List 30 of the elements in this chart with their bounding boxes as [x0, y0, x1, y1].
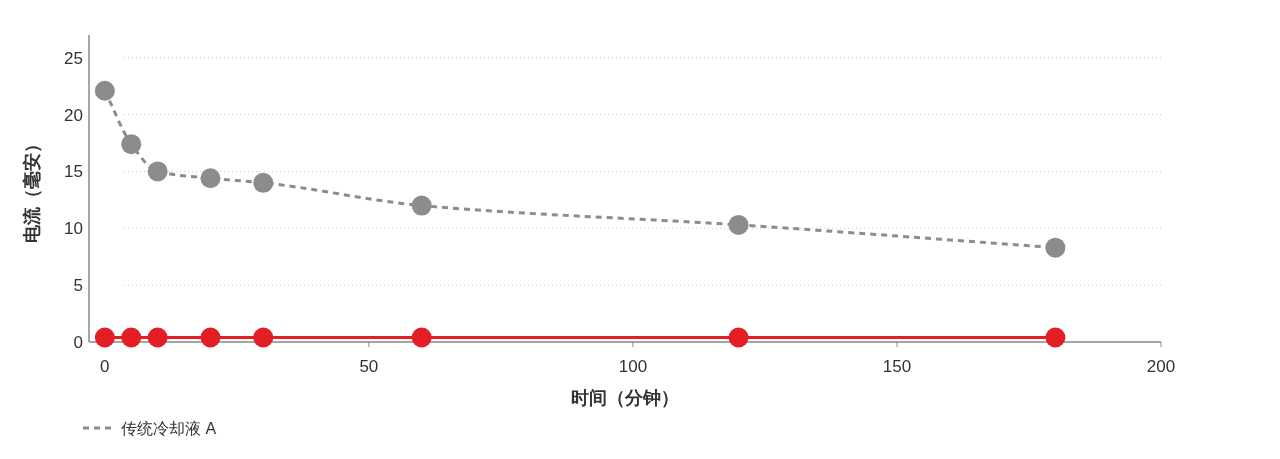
point	[728, 214, 749, 235]
point	[147, 161, 168, 182]
point	[94, 80, 115, 101]
point	[728, 327, 749, 348]
y-tick-label: 20	[64, 105, 83, 125]
y-tick-label: 10	[64, 219, 83, 239]
point	[411, 327, 432, 348]
point	[253, 172, 274, 193]
point	[1045, 237, 1066, 258]
x-tick-label: 100	[618, 357, 648, 376]
point	[1045, 327, 1066, 348]
point	[200, 168, 221, 189]
legend-label: 传统冷却液 A	[121, 420, 217, 437]
x-tick-label: 0	[100, 357, 110, 376]
point	[121, 327, 142, 348]
point	[200, 327, 221, 348]
x-tick-label: 50	[359, 357, 379, 376]
x-axis-title: 时间（分钟）	[571, 388, 679, 408]
y-axis-title: 电流（毫安）	[22, 134, 42, 243]
x-tick-label: 200	[1146, 357, 1176, 376]
y-tick-label: 5	[73, 276, 83, 296]
point	[411, 195, 432, 216]
y-tick-label: 15	[64, 162, 83, 182]
point	[94, 327, 115, 348]
point	[147, 327, 168, 348]
y-tick-label: 25	[64, 48, 83, 68]
point	[121, 134, 142, 155]
x-tick-label: 150	[882, 357, 912, 376]
y-tick-label: 0	[73, 333, 83, 352]
point	[253, 327, 274, 348]
